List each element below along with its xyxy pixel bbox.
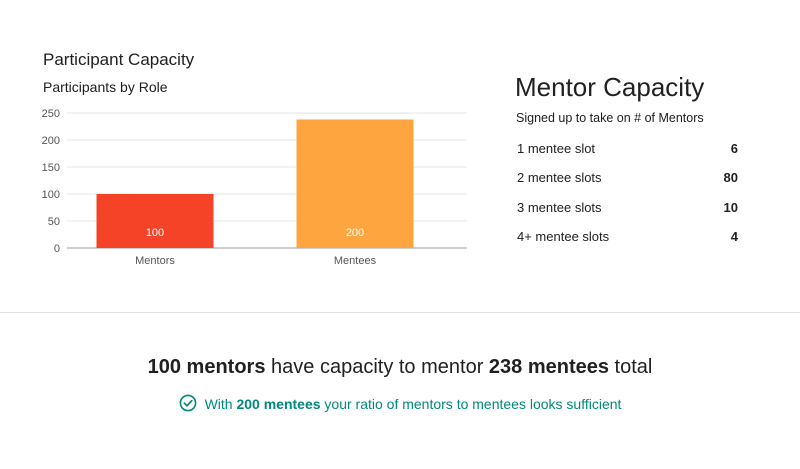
- capacity-summary: 100 mentors have capacity to mentor 238 …: [0, 356, 800, 379]
- bar-data-label: 100: [146, 227, 164, 239]
- y-tick-label: 150: [42, 162, 60, 174]
- summary-mentors: 100 mentors: [147, 356, 266, 378]
- section-divider: [0, 312, 800, 313]
- slot-row-1: 1 mentee slot 6: [517, 141, 738, 159]
- bar-mentees[interactable]: [296, 119, 414, 248]
- status-prefix: With: [204, 396, 237, 412]
- y-axis-ticks: 0 50 100 150 200 250: [42, 108, 60, 255]
- status-suffix: your ratio of mentors to mentees looks s…: [320, 396, 622, 412]
- x-tick-label: Mentors: [135, 255, 175, 267]
- slot-row-2: 2 mentee slots 80: [517, 170, 738, 188]
- participant-capacity-title: Participant Capacity: [43, 50, 195, 69]
- slot-label: 4+ mentee slots: [517, 229, 610, 244]
- check-circle-icon: [179, 394, 196, 412]
- ratio-status-message: With 200 mentees your ratio of mentors t…: [0, 394, 800, 414]
- slot-count: 10: [723, 200, 738, 215]
- mentor-capacity-subtitle: Signed up to take on # of Mentors: [516, 111, 704, 125]
- slot-label: 1 mentee slot: [517, 141, 596, 156]
- bar-data-label: 200: [346, 227, 364, 239]
- summary-middle: have capacity to mentor: [265, 356, 489, 378]
- slot-count: 80: [723, 170, 738, 185]
- x-axis-ticks: Mentors Mentees: [135, 255, 376, 267]
- slot-label: 2 mentee slots: [517, 170, 602, 185]
- slot-label: 3 mentee slots: [517, 200, 602, 215]
- y-tick-label: 50: [48, 216, 60, 228]
- chart-title: Participants by Role: [43, 79, 168, 95]
- y-tick-label: 100: [42, 189, 60, 201]
- y-tick-label: 200: [42, 135, 60, 147]
- slot-count: 6: [730, 141, 738, 156]
- summary-end: total: [609, 356, 653, 378]
- y-tick-label: 250: [42, 108, 60, 120]
- slot-row-4: 4+ mentee slots 4: [517, 229, 738, 247]
- participants-by-role-chart: 0 50 100 150 200 250 100 200 Mentors Mentees: [42, 108, 467, 267]
- slot-count: 4: [730, 229, 738, 244]
- summary-mentees: 238 mentees: [488, 356, 609, 378]
- x-tick-label: Mentees: [334, 255, 377, 267]
- y-tick-label: 0: [54, 243, 60, 255]
- bar-mentors[interactable]: [96, 194, 214, 248]
- chart-bars[interactable]: 100 200: [96, 119, 414, 248]
- status-highlight: 200 mentees: [236, 396, 321, 412]
- slot-row-3: 3 mentee slots 10: [517, 200, 738, 218]
- mentor-capacity-title: Mentor Capacity: [515, 72, 705, 102]
